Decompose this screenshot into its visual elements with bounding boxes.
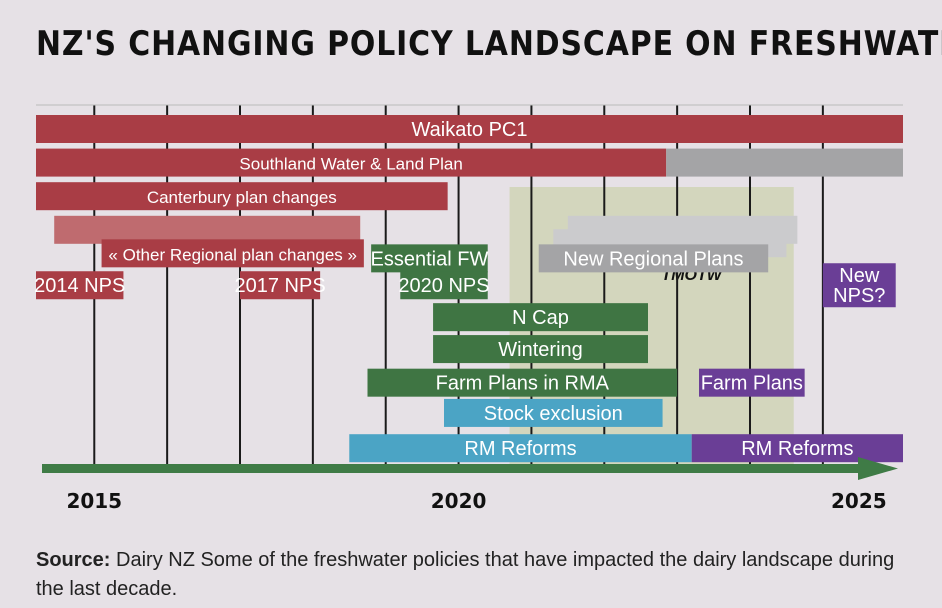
bar-label: Farm Plans in RMA xyxy=(436,373,610,395)
source-text: Dairy NZ Some of the freshwater policies… xyxy=(36,549,895,600)
timeline-bar xyxy=(538,244,769,273)
timeline-bar xyxy=(36,148,667,177)
timeline-bar xyxy=(36,271,124,300)
x-tick-label: 2025 xyxy=(831,489,887,513)
timeline-bar xyxy=(54,215,361,244)
timeline-bar xyxy=(444,398,663,427)
source-caption: Source: Dairy NZ Some of the freshwater … xyxy=(36,546,896,604)
timeline-bar xyxy=(36,115,903,143)
x-tick-label: 2020 xyxy=(431,489,487,513)
timeline-bar xyxy=(699,368,805,397)
bar-label: 2020 NPS xyxy=(398,275,489,297)
x-axis-line xyxy=(42,464,862,473)
bar-label: « Other Regional plan changes » xyxy=(108,245,357,264)
bar-label: Wintering xyxy=(498,339,582,361)
timeline-bar xyxy=(371,244,488,273)
bar-label: Stock exclusion xyxy=(484,403,623,425)
bar-label: Southland Water & Land Plan xyxy=(239,155,462,174)
x-tick-label: 2015 xyxy=(66,489,122,513)
bar-label: 2017 NPS xyxy=(234,275,325,297)
timeline-bar xyxy=(367,368,678,397)
chart-title: NZ'S CHANGING POLICY LANDSCAPE ON FRESHW… xyxy=(36,24,942,64)
timeline-bar xyxy=(101,239,364,268)
bar-label: Waikato PC1 xyxy=(412,119,528,141)
timeline-bar xyxy=(349,434,692,463)
bar-label: N Cap xyxy=(512,307,569,329)
bar-label: RM Reforms xyxy=(741,438,853,460)
timeline-bar xyxy=(240,271,321,300)
x-axis-arrowhead xyxy=(858,457,898,480)
timeline-bar xyxy=(691,434,903,463)
timeline-bar xyxy=(433,335,648,364)
bar-label: NPS? xyxy=(833,285,885,307)
timeline-bar xyxy=(822,263,896,308)
bar-label: RM Reforms xyxy=(464,438,576,460)
bar-label: 2014 NPS xyxy=(34,275,125,297)
timeline-bar xyxy=(433,303,648,332)
timeline-bar xyxy=(666,148,903,177)
bar-label: New xyxy=(839,265,880,287)
bar-label: Farm Plans xyxy=(701,373,803,395)
source-label: Source: xyxy=(36,549,111,571)
bar-label: Essential FW xyxy=(371,248,489,270)
timeline-bar xyxy=(400,271,488,300)
bar-label: Canterbury plan changes xyxy=(147,188,337,207)
bar-label: New Regional Plans xyxy=(563,248,743,270)
timeline-bar xyxy=(36,182,448,211)
